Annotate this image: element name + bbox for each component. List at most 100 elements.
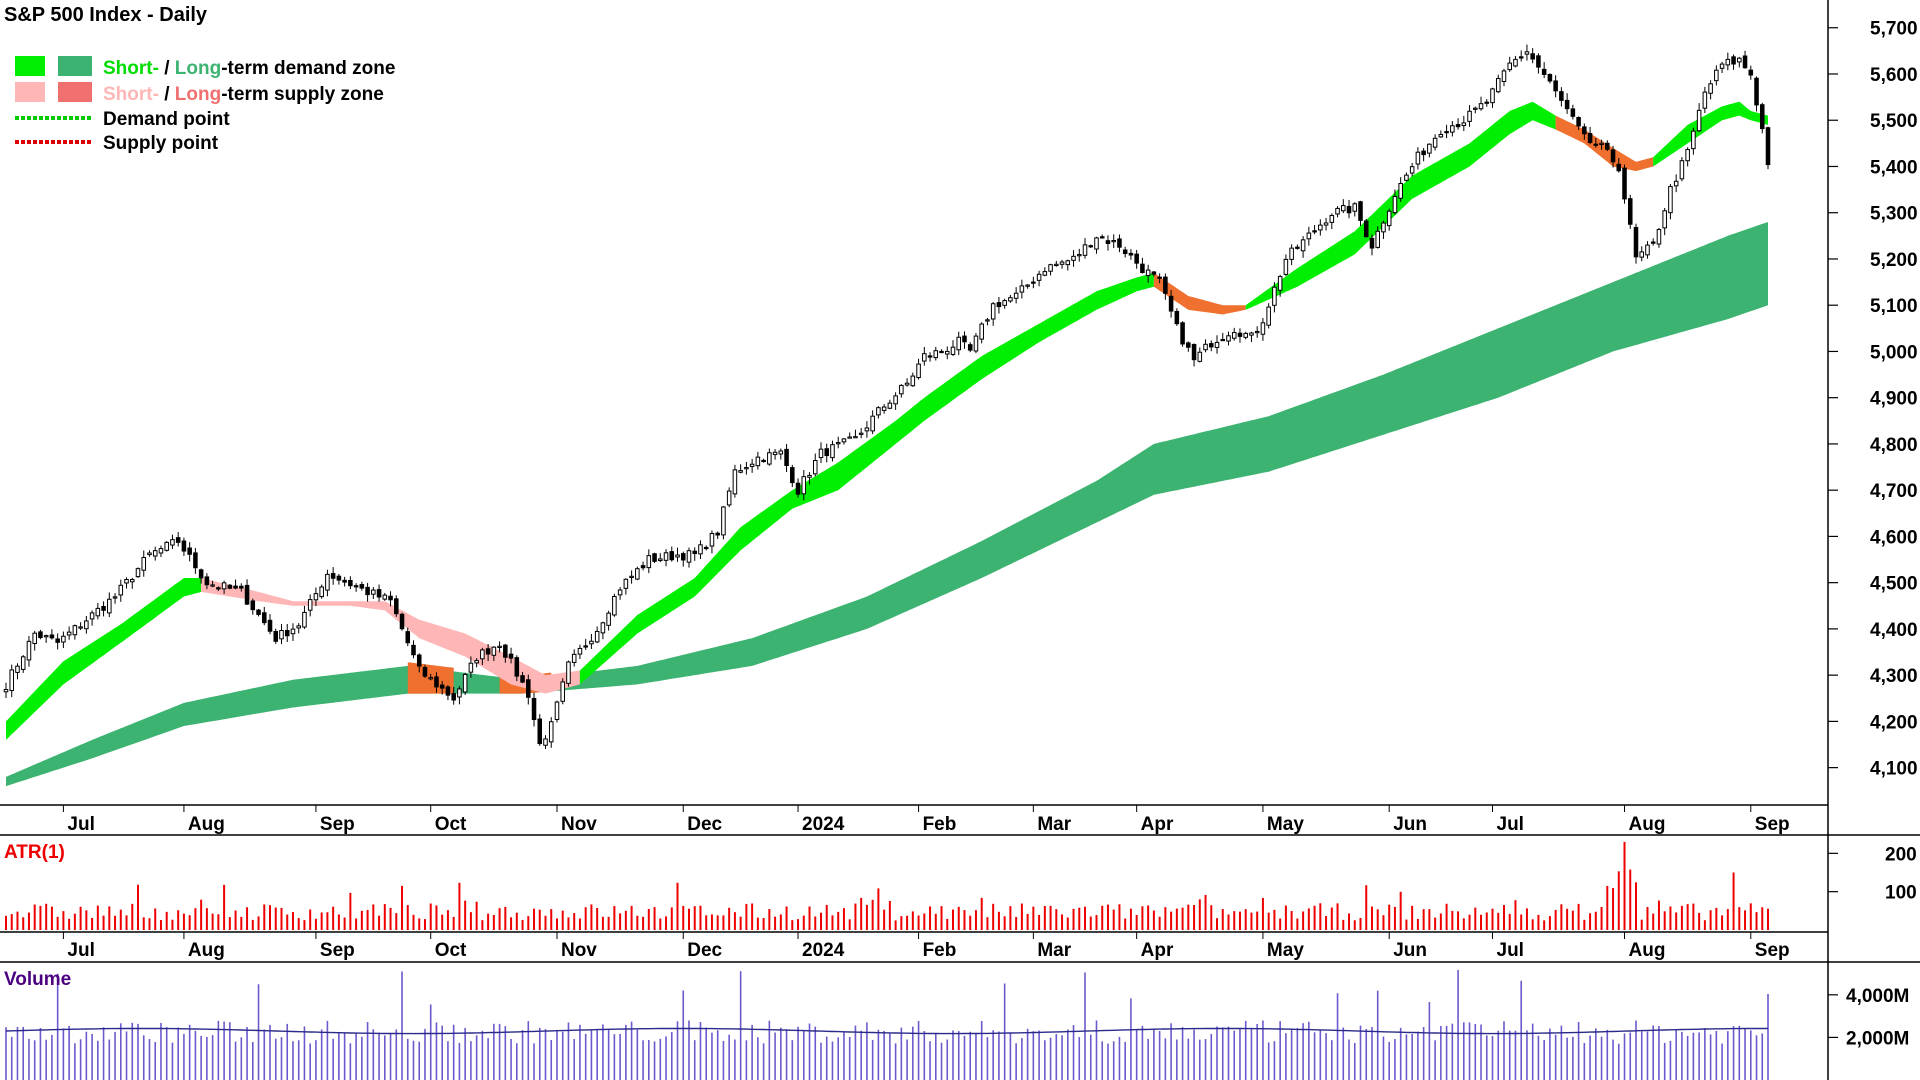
candle-up [864, 427, 870, 432]
candle-down [1105, 240, 1111, 244]
candle-up [663, 552, 669, 561]
candle-up [95, 607, 101, 617]
candle-down [284, 630, 290, 637]
candle-down [680, 553, 686, 561]
candle-up [210, 584, 215, 587]
candle-up [457, 688, 462, 698]
candle-up [973, 335, 979, 352]
price-tick-label: 5,600 [1870, 65, 1918, 86]
candle-up [1438, 134, 1444, 138]
candle-up [1111, 240, 1116, 243]
legend-swatch-short-supply [15, 82, 45, 102]
candle-down [204, 576, 210, 586]
candle-up [1266, 306, 1271, 326]
candle-up [1737, 57, 1742, 63]
candle-up [1501, 70, 1507, 82]
candle-up [221, 582, 227, 590]
legend: Short- / Long-term demand zone Short- / … [15, 56, 395, 154]
candle-down [1633, 226, 1639, 258]
volume-average-line [5, 1027, 1768, 1035]
candle-up [1042, 271, 1048, 276]
candle-down [1369, 237, 1375, 249]
candle-up [709, 533, 715, 547]
candle-down [330, 573, 336, 579]
candle-up [1662, 210, 1667, 229]
candle-up [1702, 91, 1708, 109]
candle-down [1759, 104, 1765, 130]
candle-down [416, 654, 422, 667]
candle-down [996, 302, 1002, 308]
month-label-atr: Jun [1393, 940, 1427, 961]
candle-down [233, 585, 238, 589]
legend-demand-point: Demand point [103, 109, 230, 130]
candle-up [26, 640, 32, 661]
candle-up [1214, 341, 1220, 348]
candle-up [571, 653, 577, 663]
candle-down [1650, 241, 1656, 244]
candle-up [462, 673, 468, 693]
candle-down [537, 718, 543, 745]
candle-up [1002, 300, 1007, 306]
candle-down [348, 579, 353, 587]
legend-supply-point: Supply point [103, 133, 219, 154]
candle-down [1031, 281, 1036, 284]
candle-up [1260, 322, 1266, 335]
candle-down [1140, 263, 1145, 274]
candle-up [1071, 255, 1076, 261]
candle-up [89, 612, 95, 620]
volume-axis: 2,000M 4,000M [1828, 986, 1909, 1049]
month-label: 2024 [802, 814, 845, 835]
month-label-atr: Oct [435, 940, 467, 961]
candle-down [365, 586, 370, 596]
candle-up [807, 474, 812, 478]
candle-up [468, 662, 474, 673]
candle-up [1341, 205, 1346, 212]
candle-down [1576, 117, 1581, 127]
candle-down [273, 631, 279, 642]
price-tick-label: 5,000 [1870, 342, 1918, 363]
candle-up [1048, 264, 1053, 272]
month-label-atr: Jul [67, 940, 94, 961]
candle-down [451, 693, 456, 701]
candle-up [1599, 142, 1604, 146]
month-label-atr: Sep [320, 940, 355, 961]
candle-down [927, 355, 933, 358]
candle-down [1099, 236, 1105, 239]
candle-down [1163, 276, 1168, 294]
candle-up [20, 656, 26, 670]
candle-up [646, 555, 652, 569]
legend-supply-zone: Short- / Long-term supply zone [103, 84, 384, 105]
candle-up [950, 346, 956, 355]
candle-up [1725, 58, 1731, 66]
candle-down [394, 598, 399, 615]
atr-title: ATR(1) [4, 842, 65, 863]
candle-up [612, 595, 617, 616]
candle-down [703, 546, 709, 550]
candle-up [371, 589, 376, 595]
month-label: Aug [188, 814, 225, 835]
candle-down [1295, 246, 1300, 249]
candle-down [1237, 332, 1243, 337]
candle-down [1605, 142, 1610, 150]
candle-up [313, 593, 319, 601]
candle-down [1186, 342, 1191, 348]
candle-down [1174, 310, 1180, 325]
candle-up [979, 323, 984, 340]
month-label: Sep [1755, 814, 1790, 835]
candle-up [84, 620, 89, 630]
candle-down [439, 684, 445, 689]
atr-axis: 100 200 [1828, 844, 1917, 904]
candle-down [262, 612, 267, 624]
candle-up [147, 552, 152, 556]
short-term-demand-zone-4 [1653, 101, 1768, 167]
candle-up [548, 721, 554, 743]
candle-down [1530, 53, 1535, 60]
volume-title: Volume [4, 969, 71, 990]
price-tick-label: 4,600 [1870, 527, 1918, 548]
candle-down [1570, 108, 1576, 117]
candle-up [594, 630, 600, 643]
candle-up [990, 303, 996, 320]
candle-down [824, 448, 830, 457]
candle-up [721, 506, 726, 536]
candle-down [526, 679, 531, 698]
